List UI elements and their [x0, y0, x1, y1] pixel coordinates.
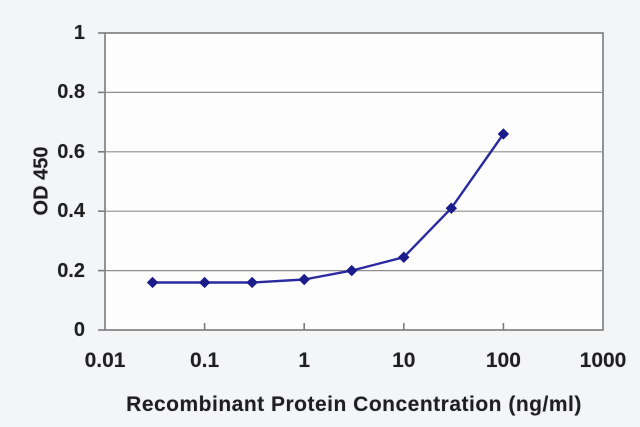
plot-area [104, 32, 604, 331]
data-point-marker [198, 276, 211, 289]
x-tick-label: 100 [485, 349, 521, 372]
data-point-marker [346, 264, 358, 277]
x-tick-label: 10 [392, 349, 416, 372]
data-point-marker [146, 276, 159, 289]
data-point-marker [497, 128, 510, 140]
x-tick-label: 1 [298, 349, 311, 372]
x-tick-label: 0.01 [84, 349, 126, 372]
x-axis-title: Recombinant Protein Concentration (ng/ml… [126, 393, 582, 416]
data-point-marker [445, 202, 458, 214]
y-tick-label: 0.2 [57, 259, 85, 282]
y-tick-label: 0.6 [57, 140, 85, 163]
data-point-marker [298, 273, 310, 286]
y-tick-label: 0 [73, 319, 85, 341]
y-tick-label: 0.8 [57, 81, 85, 104]
data-point-marker [398, 251, 410, 263]
x-tick-label: 0.1 [189, 349, 220, 372]
x-tick-label: 1000 [579, 349, 627, 372]
y-tick-label: 0.4 [57, 200, 85, 223]
data-line [152, 133, 505, 284]
y-tick-label: 1 [73, 22, 85, 44]
data-point-marker [246, 276, 258, 289]
